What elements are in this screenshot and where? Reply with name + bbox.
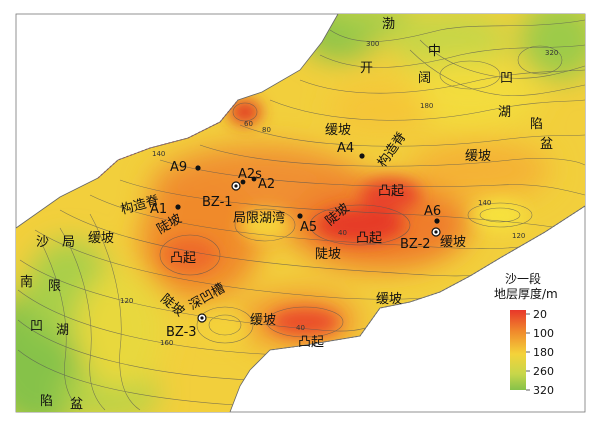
well-label: A9 xyxy=(170,160,187,175)
well-label: A5 xyxy=(300,220,317,235)
well-dot xyxy=(434,218,440,224)
region-label: 陷 xyxy=(40,394,53,409)
region-label: 缓坡 xyxy=(465,149,491,164)
well-label: A4 xyxy=(337,141,354,156)
region-label: 盆 xyxy=(70,397,83,412)
legend-tick-label: 320 xyxy=(533,384,554,397)
well-dot xyxy=(359,153,365,159)
region-label: 陷 xyxy=(530,117,543,132)
region-label: 凹 xyxy=(30,319,43,334)
well-dot xyxy=(200,316,204,320)
well-dot xyxy=(175,204,181,210)
well-markers: A9 A2s A2 BZ-1 A1 A4 A5 A6 BZ-2 BZ-3 xyxy=(150,141,441,340)
region-label: 凹 xyxy=(500,71,513,86)
well-dot xyxy=(251,176,257,182)
region-label: 盆 xyxy=(540,137,553,152)
region-label: 缓坡 xyxy=(376,292,402,307)
well-dot xyxy=(234,184,238,188)
contour-label: 60 xyxy=(244,120,253,128)
region-label: 湖 xyxy=(56,323,69,338)
well-dot xyxy=(434,230,438,234)
well-label: BZ-2 xyxy=(400,237,431,252)
legend-tick-label: 260 xyxy=(533,365,554,378)
region-label: 缓坡 xyxy=(325,123,351,138)
contour-label: 180 xyxy=(420,102,433,110)
contour-label: 320 xyxy=(545,49,558,57)
well-label: A1 xyxy=(150,202,167,217)
region-label: 南 xyxy=(20,274,33,290)
well-label: BZ-1 xyxy=(202,195,233,210)
region-label: 中 xyxy=(428,44,441,59)
basin-edge-south xyxy=(229,205,586,413)
contour-label: 300 xyxy=(366,40,379,48)
region-label: 陡坡 xyxy=(315,247,341,262)
contour-label: 140 xyxy=(152,150,165,158)
legend: 沙一段 地层厚度/m 20 100 180 260 320 xyxy=(494,271,558,397)
well-label: A2 xyxy=(258,177,275,192)
region-label: 沙 xyxy=(36,235,49,250)
well-label: A6 xyxy=(424,204,441,219)
region-label: 局限湖湾 xyxy=(233,210,285,226)
contour-label: 140 xyxy=(478,199,491,207)
legend-color-bar xyxy=(510,310,526,390)
contour-label: 160 xyxy=(160,339,173,347)
well-dot xyxy=(240,179,246,185)
contour-value-labels: 300 140 180 120 80 60 40 140 160 120 40 … xyxy=(120,40,558,347)
well-dot xyxy=(195,165,201,171)
well-label: BZ-3 xyxy=(166,325,197,340)
region-label: 凸起 xyxy=(378,184,404,199)
region-label: 开 xyxy=(360,61,373,76)
map-frame xyxy=(15,13,586,413)
region-label: 缓坡 xyxy=(440,235,466,250)
contour-label: 80 xyxy=(262,126,271,134)
contour-label: 120 xyxy=(120,297,133,305)
region-label: 阔 xyxy=(418,71,431,86)
region-label: 限 xyxy=(48,279,61,294)
region-label: 凸起 xyxy=(170,251,196,266)
region-label: 缓坡 xyxy=(88,231,114,246)
well-dot xyxy=(297,213,303,219)
basin-edge-north xyxy=(15,13,339,229)
region-label: 湖 xyxy=(498,105,511,120)
legend-title-line2: 地层厚度/m xyxy=(494,286,558,301)
legend-title-line1: 沙一段 xyxy=(505,271,541,286)
region-label: 局 xyxy=(62,235,75,250)
legend-tick-label: 180 xyxy=(533,346,554,359)
region-label: 渤 xyxy=(382,16,395,32)
contour-label: 40 xyxy=(296,324,305,332)
region-label: 凸起 xyxy=(298,335,324,350)
contour-lines xyxy=(17,19,585,411)
region-label: 凸起 xyxy=(356,231,382,246)
legend-tick-label: 20 xyxy=(533,308,547,321)
contour-label: 120 xyxy=(512,232,525,240)
legend-tick-label: 100 xyxy=(533,327,554,340)
contour-label: 40 xyxy=(338,229,347,237)
region-label: 缓坡 xyxy=(250,313,276,328)
